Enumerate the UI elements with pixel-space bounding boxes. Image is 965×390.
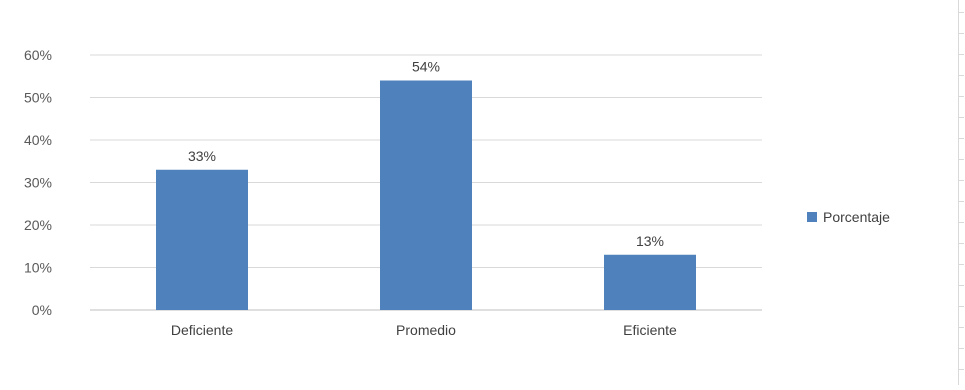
y-tick-label: 40% [24, 132, 52, 148]
y-tick-label: 60% [24, 47, 52, 63]
right-border-tick [958, 327, 964, 328]
right-border-tick [958, 96, 964, 97]
right-border-tick [958, 12, 964, 13]
right-border-line [958, 0, 959, 385]
right-border-tick [958, 306, 964, 307]
right-border-tick [958, 159, 964, 160]
right-border-tick [958, 201, 964, 202]
right-border-tick [958, 75, 964, 76]
y-tick-label: 0% [32, 302, 52, 318]
data-label: 54% [412, 59, 440, 75]
y-tick-label: 20% [24, 217, 52, 233]
y-tick-label: 10% [24, 260, 52, 276]
right-border-tick [958, 222, 964, 223]
right-border-tick [958, 33, 964, 34]
right-border-tick [958, 285, 964, 286]
legend-swatch [807, 212, 817, 222]
y-axis-ticks: 0% 10% 20% 30% 40% 50% 60% [24, 47, 52, 318]
bar-deficiente [156, 169, 248, 310]
right-border-tick [958, 117, 964, 118]
right-border-tick [958, 180, 964, 181]
bars: 33% 54% 13% [156, 59, 696, 310]
right-border-tick [958, 243, 964, 244]
x-tick-label: Promedio [396, 322, 456, 338]
right-border-tick [958, 369, 964, 370]
legend: Porcentaje [807, 209, 890, 225]
data-label: 13% [636, 233, 664, 249]
x-tick-label: Eficiente [623, 322, 677, 338]
right-border-tick [958, 264, 964, 265]
y-tick-label: 50% [24, 90, 52, 106]
right-border-tick [958, 348, 964, 349]
x-axis-ticks: Deficiente Promedio Eficiente [171, 322, 677, 338]
right-border-tick [958, 54, 964, 55]
x-tick-label: Deficiente [171, 322, 233, 338]
data-label: 33% [188, 148, 216, 164]
bar-promedio [380, 80, 472, 310]
y-tick-label: 30% [24, 175, 52, 191]
bar-eficiente [604, 254, 696, 310]
legend-label: Porcentaje [823, 209, 890, 225]
right-border-tick [958, 138, 964, 139]
